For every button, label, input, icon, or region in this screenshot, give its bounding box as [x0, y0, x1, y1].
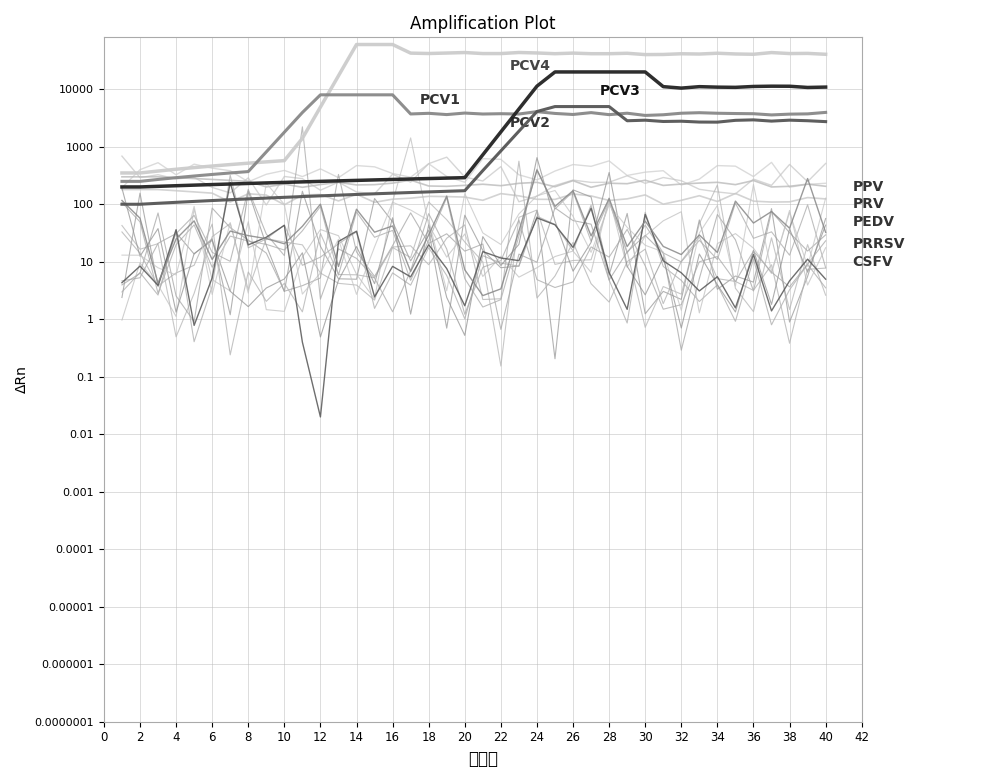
Text: CSFV: CSFV — [853, 254, 893, 269]
Text: PPV: PPV — [853, 180, 884, 194]
Title: Amplification Plot: Amplification Plot — [410, 15, 556, 33]
Text: PCV3: PCV3 — [600, 84, 641, 98]
Text: PCV4: PCV4 — [510, 59, 551, 73]
Text: PRV: PRV — [853, 197, 884, 211]
Text: PEDV: PEDV — [853, 215, 895, 229]
Text: PCV1: PCV1 — [420, 93, 461, 107]
X-axis label: 循环数: 循环数 — [468, 750, 498, 768]
Y-axis label: ΔRn: ΔRn — [15, 366, 29, 394]
Text: PRRSV: PRRSV — [853, 237, 905, 251]
Text: PCV2: PCV2 — [510, 116, 551, 130]
